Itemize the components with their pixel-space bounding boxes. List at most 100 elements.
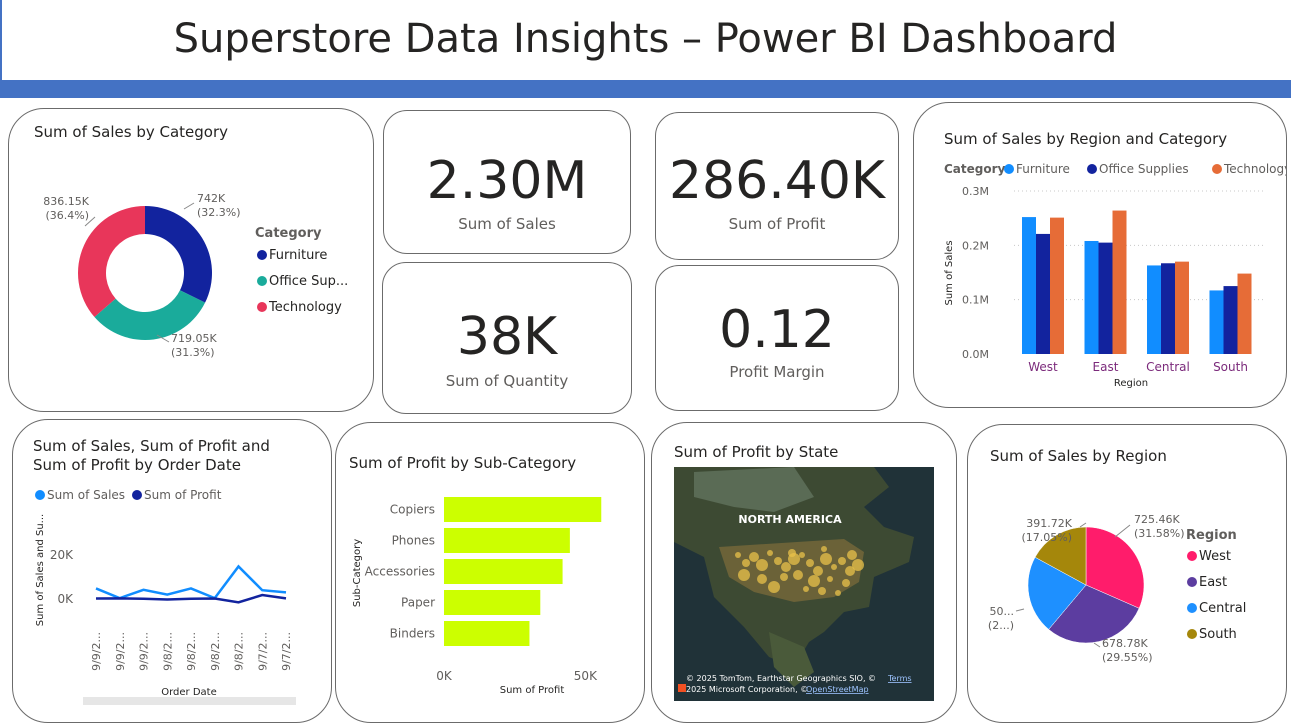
y-axis-label: Sum of Sales and Su... — [35, 514, 46, 626]
bar — [444, 497, 602, 522]
card-title: Sum of Sales, Sum of Profit and — [33, 437, 270, 455]
legend-marker — [1212, 164, 1222, 174]
sum-profit-kpi-card[interactable]: 286.40K Sum of Profit — [655, 112, 899, 260]
x-axis-label: Sum of Profit — [500, 685, 565, 696]
state-bubble — [757, 574, 767, 584]
header-edge — [0, 0, 2, 98]
profit-by-state-card[interactable]: Sum of Profit by State NORTH AMERICA © 20… — [651, 422, 957, 723]
data-label-leader — [84, 216, 96, 227]
x-tick-label: 9/9/2... — [90, 632, 103, 671]
state-bubble — [756, 559, 768, 571]
data-label-leader — [183, 202, 195, 210]
sales-by-category-card[interactable]: Sum of Sales by Category 742K (32.3%) 719.… — [8, 108, 374, 412]
y-tick-label: 0K — [57, 592, 74, 606]
pie-slice — [1085, 526, 1145, 609]
state-bubble — [768, 581, 780, 593]
legend-marker — [1004, 164, 1014, 174]
kpi-value: 0.12 — [719, 300, 835, 360]
y-tick-label: 0.0M — [962, 348, 989, 361]
legend-item: Central — [1199, 601, 1246, 616]
legend-marker — [1187, 603, 1197, 613]
y-tick-label: Paper — [401, 596, 435, 610]
sales-profit-by-date-card[interactable]: Sum of Sales, Sum of Profit and Sum of P… — [12, 419, 332, 723]
pie-chart[interactable]: 725.46K(31.58%) 678.78K(29.55%) 50...(2...… — [968, 425, 1287, 723]
state-bubble — [803, 586, 809, 592]
legend-item: East — [1199, 575, 1227, 590]
state-bubble — [774, 557, 782, 565]
data-label-leader — [156, 334, 170, 343]
data-label-leader — [1093, 642, 1101, 648]
legend-marker — [1187, 577, 1197, 587]
state-bubble — [738, 569, 750, 581]
data-label: (29.55%) — [1102, 651, 1153, 664]
profit-margin-kpi-card[interactable]: 0.12 Profit Margin — [655, 265, 899, 411]
pie-slice — [1034, 526, 1087, 586]
legend-marker — [257, 302, 267, 312]
bar — [1209, 290, 1224, 354]
map-label: NORTH AMERICA — [738, 513, 842, 526]
x-tick-label: East — [1093, 360, 1119, 374]
x-tick-label: 9/7/2... — [256, 632, 269, 671]
legend-marker — [1087, 164, 1097, 174]
y-tick-label: 0.2M — [962, 239, 989, 252]
state-bubble — [793, 570, 803, 580]
profit-by-subcategory-card[interactable]: Sum of Profit by Sub-Category Copiers Pho… — [335, 422, 645, 723]
x-axis-label: Order Date — [161, 687, 217, 698]
donut-chart[interactable]: 742K(32.3%) 719.05K(31.3%) 836.15K(36.4%) C… — [9, 109, 374, 412]
data-label: 719.05K — [171, 332, 217, 345]
state-bubble — [818, 587, 826, 595]
x-tick-label: 9/9/2... — [114, 632, 127, 671]
bar — [1022, 217, 1036, 354]
sales-by-region-card[interactable]: Sum of Sales by Region 725.46K (31.58%) 67… — [967, 424, 1287, 723]
legend-item: Office Sup... — [269, 274, 348, 289]
sum-quantity-kpi-card[interactable]: 38K Sum of Quantity — [382, 262, 632, 414]
clustered-bar-chart[interactable]: Category Furniture Office Supplies Technolo… — [914, 103, 1287, 408]
sum-sales-kpi-card[interactable]: 2.30M Sum of Sales — [383, 110, 631, 254]
bar — [1223, 286, 1238, 354]
map-view[interactable]: NORTH AMERICA © 2025 TomTom, Earthstar Ge… — [674, 467, 934, 701]
bar — [1036, 233, 1050, 354]
data-label: (31.58%) — [1134, 527, 1185, 540]
bar — [444, 590, 541, 615]
data-label-leader — [1015, 608, 1025, 612]
state-bubble — [767, 550, 773, 556]
state-bubble — [835, 590, 841, 596]
state-bubble — [780, 573, 788, 581]
kpi-label: Sum of Sales — [458, 215, 556, 233]
y-tick-label: 0.1M — [962, 294, 989, 307]
map-attribution-link: OpenStreetMap — [806, 685, 869, 694]
horizontal-bar-chart[interactable]: Copiers Phones Accessories Paper Binders 0K 50… — [336, 423, 645, 723]
state-bubble — [838, 557, 846, 565]
legend-marker — [132, 490, 142, 500]
legend-item: West — [1199, 549, 1231, 564]
data-label: (2...) — [988, 619, 1014, 632]
state-bubble — [735, 552, 741, 558]
data-label: (17.05%) — [1021, 531, 1072, 544]
state-bubble — [781, 562, 791, 572]
y-tick-label: Binders — [390, 627, 435, 641]
legend-item: Technology — [1223, 162, 1287, 176]
legend-item: Furniture — [1016, 162, 1070, 176]
map-canvas[interactable]: NORTH AMERICA © 2025 TomTom, Earthstar Ge… — [674, 467, 934, 701]
donut-slice — [145, 206, 212, 303]
data-label: 742K — [197, 192, 226, 205]
bar — [444, 559, 563, 584]
state-bubble — [852, 559, 864, 571]
map-attribution: © 2025 TomTom, Earthstar Geographics SIO… — [686, 674, 876, 683]
y-tick-label: 0.3M — [962, 185, 989, 198]
card-title: Sum of Sales by Region and Category — [944, 130, 1228, 148]
kpi-value: 2.30M — [426, 151, 588, 211]
y-tick-label: Phones — [392, 534, 435, 548]
state-bubble — [788, 549, 796, 557]
bar — [444, 621, 530, 646]
card-title: Sum of Sales by Region — [990, 447, 1167, 465]
map-attribution-link: Terms — [887, 674, 912, 683]
kpi-label: Sum of Quantity — [445, 372, 569, 390]
state-bubble — [806, 559, 814, 567]
legend-item: Office Supplies — [1099, 162, 1189, 176]
header-band — [0, 80, 1291, 98]
sales-by-region-category-card[interactable]: Sum of Sales by Region and Category Cate… — [913, 102, 1287, 408]
card-title: Sum of Profit by State — [674, 443, 839, 461]
bar — [1147, 265, 1161, 354]
